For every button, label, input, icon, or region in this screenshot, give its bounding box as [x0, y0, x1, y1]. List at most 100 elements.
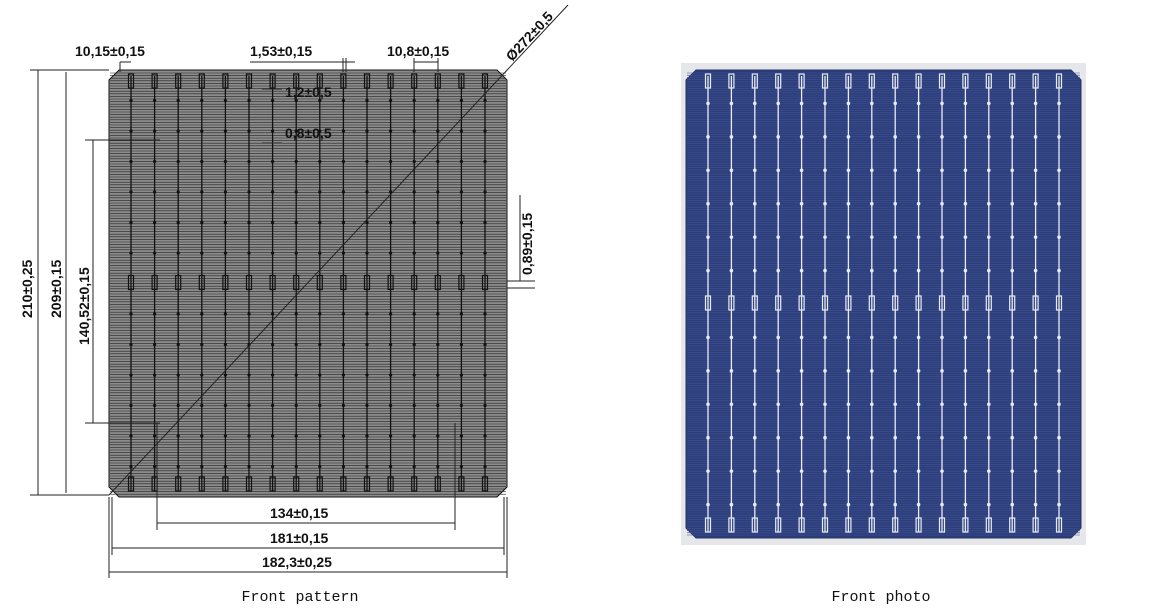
- solder-dot: [893, 435, 897, 440]
- solder-dot: [200, 159, 204, 164]
- solder-dot: [412, 190, 416, 194]
- solder-dot: [799, 168, 804, 173]
- busbar-pad: [1032, 73, 1039, 89]
- solder-dot: [153, 98, 157, 103]
- solder-dot: [271, 464, 275, 469]
- solder-dot: [271, 190, 275, 194]
- solder-dot: [823, 135, 827, 139]
- busbar-pad: [938, 517, 946, 533]
- dim-height-total: 210±0,25: [19, 259, 35, 318]
- solder-dot: [963, 435, 968, 440]
- solder-dot: [318, 159, 322, 164]
- solder-dot: [987, 502, 991, 507]
- solder-dot: [823, 369, 827, 373]
- solder-dot: [459, 403, 463, 408]
- solder-dot: [846, 101, 851, 106]
- solder-dot: [294, 342, 298, 347]
- solder-dot: [940, 469, 944, 473]
- solder-dot: [776, 335, 780, 340]
- solder-dot: [129, 434, 133, 438]
- busbar-pad: [481, 476, 489, 492]
- solder-dot: [1057, 268, 1061, 273]
- solder-dot: [893, 469, 897, 473]
- solder-dot: [200, 190, 204, 194]
- busbar-pad: [775, 517, 782, 533]
- solder-dot: [483, 434, 487, 438]
- solder-dot: [1010, 369, 1014, 373]
- busbar-pad: [316, 73, 323, 89]
- solder-dot: [706, 201, 710, 206]
- solder-dot: [176, 190, 180, 194]
- solder-dot: [940, 168, 944, 173]
- busbar-pad: [915, 73, 922, 89]
- solder-dot: [1057, 335, 1061, 340]
- solder-dot: [365, 403, 369, 408]
- solder-dot: [436, 312, 440, 316]
- solder-dot: [916, 235, 921, 239]
- solder-dot: [459, 342, 463, 347]
- busbar-pad: [363, 476, 371, 492]
- solder-dot: [247, 190, 251, 194]
- solder-dot: [389, 251, 393, 255]
- busbar-pad: [151, 274, 158, 291]
- solder-dot: [753, 201, 757, 206]
- busbar-pad: [316, 274, 323, 291]
- solder-dot: [365, 251, 369, 255]
- solder-dot: [459, 434, 463, 438]
- solder-dot: [823, 502, 827, 507]
- busbar-pad: [434, 476, 441, 492]
- dim-height-inner: 209±0,15: [48, 259, 64, 318]
- solder-dot: [776, 268, 780, 273]
- solder-dot: [963, 335, 968, 340]
- busbar-pad: [293, 73, 300, 89]
- solder-dot: [823, 402, 827, 407]
- solder-dot: [223, 129, 227, 133]
- solder-dot: [129, 312, 133, 316]
- solder-dot: [893, 235, 897, 239]
- solder-dot: [987, 168, 991, 173]
- solder-dot: [963, 268, 968, 273]
- solder-dot: [436, 159, 440, 164]
- solder-dot: [200, 373, 204, 377]
- solder-dot: [129, 98, 133, 103]
- solder-dot: [365, 220, 369, 225]
- busbar-pad: [892, 73, 899, 89]
- solder-dot: [412, 373, 416, 377]
- solder-dot: [341, 129, 345, 133]
- solder-dot: [294, 373, 298, 377]
- busbar-pad: [915, 295, 922, 311]
- solder-dot: [412, 129, 416, 133]
- solder-dot: [483, 159, 487, 164]
- solder-dot: [940, 435, 944, 440]
- solder-dot: [846, 268, 851, 273]
- solder-dot: [223, 403, 227, 408]
- solder-dot: [706, 335, 710, 340]
- solder-dot: [916, 201, 921, 206]
- solder-dot: [846, 369, 851, 373]
- solder-dot: [153, 312, 157, 316]
- solder-dot: [870, 201, 874, 206]
- solder-dot: [870, 135, 874, 139]
- busbar-pad: [198, 73, 205, 89]
- solder-dot: [753, 101, 757, 106]
- solder-dot: [963, 502, 968, 507]
- solder-dot: [987, 469, 991, 473]
- busbar-pad: [962, 517, 969, 533]
- solder-dot: [483, 251, 487, 255]
- solder-dot: [294, 251, 298, 255]
- busbar-pad: [363, 73, 371, 89]
- solder-dot: [223, 464, 227, 469]
- solder-dot: [1057, 435, 1061, 440]
- busbar-pad: [198, 274, 205, 291]
- busbar-pad: [411, 476, 418, 492]
- solder-dot: [799, 201, 804, 206]
- solder-dot: [776, 502, 780, 507]
- caption-front-photo: Front photo: [831, 589, 931, 606]
- solder-dot: [916, 435, 921, 440]
- solder-dot: [153, 464, 157, 469]
- solder-dot: [987, 135, 991, 139]
- solder-dot: [1057, 502, 1061, 507]
- solder-dot: [963, 135, 968, 139]
- solder-dot: [706, 435, 710, 440]
- solder-dot: [1010, 101, 1014, 106]
